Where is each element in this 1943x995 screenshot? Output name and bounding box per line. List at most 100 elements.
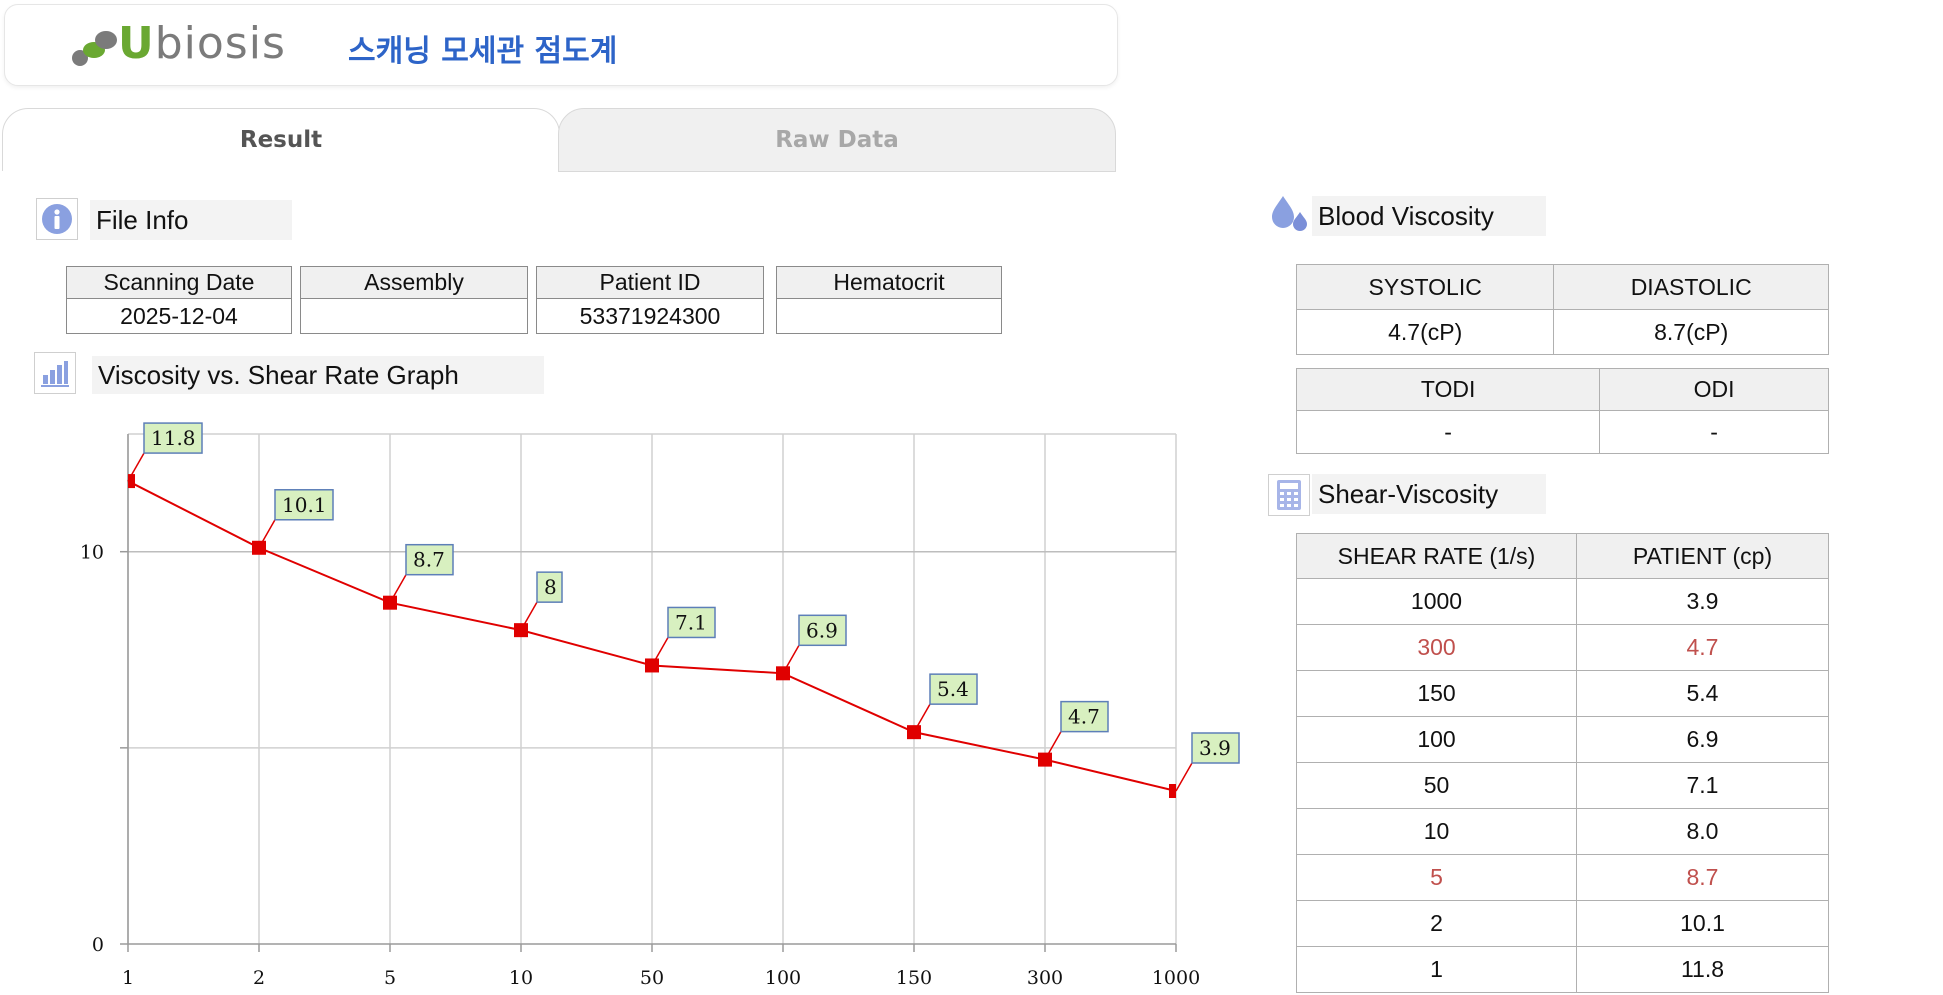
data-label-box [536,571,563,603]
data-point [128,474,135,489]
data-label-box [143,422,203,454]
file-info-header: Scanning Date [67,267,291,299]
x-tick-label: 150 [896,967,932,989]
table-row: 1000 3.9 [1296,578,1829,625]
blood-viscosity-title: Blood Viscosity [1312,196,1546,236]
droplet-icon [1268,192,1312,236]
file-info-value [301,299,527,333]
blood-viscosity-table-1: SYSTOLIC DIASTOLIC 4.7(cP) 8.7(cP) [1295,264,1829,355]
app-header [4,4,1118,86]
x-tick-label: 10 [509,967,533,989]
x-tick-label: 300 [1027,967,1063,989]
data-label-box [405,543,454,576]
file-info-assembly: Assembly [300,266,528,334]
table-row: 300 4.7 [1296,624,1829,671]
shear-rate-cell: 5 [1296,854,1577,901]
patient-cell: 7.1 [1576,762,1829,809]
calculator-icon [1268,474,1310,516]
y-tick-labels: 0 10 [80,542,104,956]
patient-cell: 10.1 [1576,900,1829,947]
patient-cell: 3.9 [1576,578,1829,625]
shear-rate-cell: 1 [1296,946,1577,993]
tab-raw-data[interactable]: Raw Data [558,108,1116,172]
leader-line [782,644,800,674]
data-labels: 11.8 10.1 8.7 8 7.1 6.9 5.4 4.7 3.9 [127,422,1240,792]
x-tick-label: 50 [640,967,664,989]
patient-cell: 11.8 [1576,946,1829,993]
todi-header: TODI [1295,368,1601,411]
patient-cell: 5.4 [1576,670,1829,717]
data-label-box [1060,700,1109,733]
x-tick-label: 1 [122,967,134,989]
file-info-title: File Info [90,200,292,240]
shear-rate-cell: 50 [1296,762,1577,809]
ubiosis-logo-icon [70,28,120,68]
file-info-hematocrit: Hematocrit [776,266,1002,334]
table-row: 100 6.9 [1296,716,1829,763]
y-tick-label: 10 [80,542,104,564]
data-label-box [274,489,334,521]
diastolic-header: DIASTOLIC [1553,264,1829,310]
leader-line [651,637,669,666]
data-label: 8.7 [413,548,445,572]
data-point [1169,784,1176,798]
bar-chart-icon [34,352,76,394]
shear-viscosity-table: SHEAR RATE (1/s) PATIENT (cp) 1000 3.9 300… [1296,533,1829,993]
leader-line [127,452,145,482]
shear-rate-cell: 300 [1296,624,1577,671]
logo-text: Ubiosis [118,18,286,69]
tab-result[interactable]: Result [2,108,560,171]
odi-header: ODI [1599,368,1829,411]
table-row: 2 10.1 [1296,900,1829,947]
data-label: 6.9 [806,618,838,642]
data-label-box [667,606,716,639]
table-row: 5 8.7 [1296,854,1829,901]
blood-viscosity-table-2: TODI ODI - - [1295,368,1829,454]
table-row: 150 5.4 [1296,670,1829,717]
chart-axes [120,434,1177,952]
table-row: 50 7.1 [1296,762,1829,809]
data-point [383,595,397,610]
patient-header: PATIENT (cp) [1576,533,1829,579]
shear-rate-cell: 2 [1296,900,1577,947]
leader-line [520,601,538,631]
data-label-box [1191,732,1240,764]
file-info-header: Hematocrit [777,267,1001,299]
app-title: 스캐닝 모세관 점도계 [348,34,618,69]
table-row: 1 11.8 [1296,946,1829,993]
x-tick-labels: 1 2 5 10 50 100 150 300 1000 [122,967,1200,989]
file-info-value: 2025-12-04 [120,303,238,329]
file-info-value [777,299,1001,333]
data-label-box [929,673,978,705]
leader-line [389,574,407,604]
file-info-scanning-date: Scanning Date 2025-12-04 [66,266,292,334]
data-label: 4.7 [1068,705,1100,729]
patient-cell: 4.7 [1576,624,1829,671]
data-label: 5.4 [937,677,969,701]
leader-line [913,703,931,733]
data-label: 7.1 [675,610,707,634]
systolic-value: 4.7(cP) [1295,309,1555,355]
file-info-header: Assembly [301,267,527,299]
x-tick-label: 5 [384,967,396,989]
file-info-patient-id: Patient ID 53371924300 [536,266,764,334]
leader-line [258,519,276,549]
patient-cell: 6.9 [1576,716,1829,763]
odi-value: - [1599,410,1829,454]
data-label: 10.1 [282,493,327,517]
shear-rate-header: SHEAR RATE (1/s) [1296,533,1577,579]
shear-rate-cell: 1000 [1296,578,1577,625]
data-label-box [798,614,847,647]
x-tick-label: 100 [765,967,801,989]
leader-line [1044,731,1062,760]
y-tick-label: 0 [92,934,104,956]
x-tick-label: 2 [253,967,265,989]
leader-line [1175,762,1193,792]
data-label: 3.9 [1199,736,1231,760]
data-label: 8 [544,575,557,599]
systolic-header: SYSTOLIC [1295,264,1555,310]
graph-title: Viscosity vs. Shear Rate Graph [92,356,544,394]
info-icon [36,198,78,240]
x-tick-label: 1000 [1152,967,1200,989]
shear-viscosity-title: Shear-Viscosity [1312,474,1546,514]
